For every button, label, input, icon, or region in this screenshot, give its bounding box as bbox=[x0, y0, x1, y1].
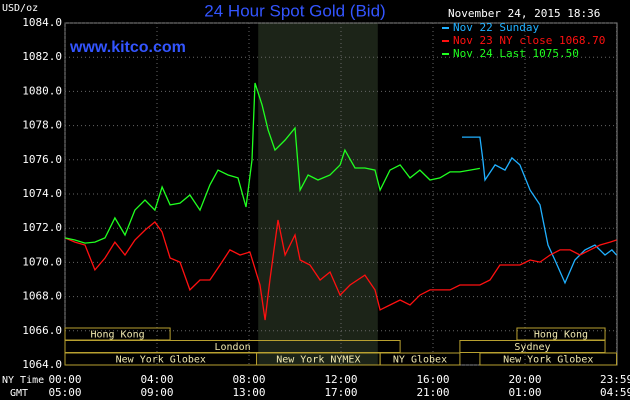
x2-tick-label: 13:00 bbox=[232, 386, 265, 399]
y-tick-label: 1064.0 bbox=[22, 358, 62, 371]
chart-title: 24 Hour Spot Gold (Bid) bbox=[204, 1, 385, 20]
y-tick-label: 1084.0 bbox=[22, 16, 62, 29]
y-tick-label: 1070.0 bbox=[22, 255, 62, 268]
x2-tick-label: 04:59 bbox=[600, 386, 630, 399]
y-tick-label: 1078.0 bbox=[22, 119, 62, 132]
x-tick-label: 04:00 bbox=[140, 373, 173, 386]
series-line bbox=[64, 82, 481, 244]
x-tick-label: 16:00 bbox=[416, 373, 449, 386]
x2-axis-label: GMT bbox=[10, 388, 28, 399]
y-tick-label: 1080.0 bbox=[22, 84, 62, 97]
x-axis-label: NY Time bbox=[2, 375, 44, 386]
session-label: New York Globex bbox=[503, 355, 593, 366]
session-label: New York NYMEX bbox=[276, 355, 360, 366]
y-tick-label: 1074.0 bbox=[22, 187, 62, 200]
legend-label: Nov 22 Sunday bbox=[453, 21, 539, 34]
x-tick-label: 23:59 bbox=[600, 373, 630, 386]
session-label: Sydney bbox=[514, 342, 550, 353]
y-tick-label: 1068.0 bbox=[22, 290, 62, 303]
timestamp: November 24, 2015 18:36 bbox=[448, 7, 600, 20]
legend-label: Nov 23 NY close 1068.70 bbox=[453, 34, 605, 47]
y-tick-label: 1066.0 bbox=[22, 324, 62, 337]
session-label: Hong Kong bbox=[534, 330, 588, 341]
x-tick-label: 20:00 bbox=[508, 373, 541, 386]
session-box bbox=[479, 352, 618, 366]
session-label: Hong Kong bbox=[90, 330, 144, 341]
session-label: NY Globex bbox=[393, 355, 447, 366]
x-tick-label: 12:00 bbox=[324, 373, 357, 386]
x2-tick-label: 01:00 bbox=[508, 386, 541, 399]
series-line bbox=[462, 136, 617, 285]
legend-label: Nov 24 Last 1075.50 bbox=[453, 47, 579, 60]
x-tick-label: 00:00 bbox=[48, 373, 81, 386]
y-axis-label: USD/oz bbox=[2, 3, 38, 14]
watermark: www.kitco.com bbox=[69, 39, 186, 56]
session-label: London bbox=[214, 342, 250, 353]
series-line bbox=[64, 219, 617, 321]
x2-tick-label: 05:00 bbox=[48, 386, 81, 399]
x2-tick-label: 21:00 bbox=[416, 386, 449, 399]
y-tick-label: 1072.0 bbox=[22, 221, 62, 234]
x2-tick-label: 17:00 bbox=[324, 386, 357, 399]
session-box bbox=[379, 352, 461, 366]
y-tick-label: 1082.0 bbox=[22, 50, 62, 63]
y-tick-label: 1076.0 bbox=[22, 153, 62, 166]
session-label: New York Globex bbox=[116, 355, 206, 366]
x-tick-label: 08:00 bbox=[232, 373, 265, 386]
x2-tick-label: 09:00 bbox=[140, 386, 173, 399]
